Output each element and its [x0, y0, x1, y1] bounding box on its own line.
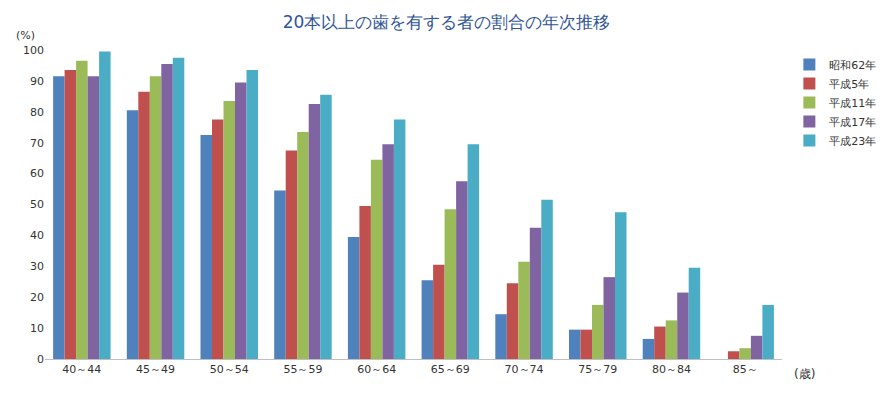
- svg-text:45～49: 45～49: [136, 363, 175, 376]
- svg-text:0: 0: [37, 353, 44, 366]
- svg-text:40: 40: [30, 229, 44, 242]
- svg-text:平成23年: 平成23年: [829, 135, 876, 148]
- svg-text:100: 100: [23, 44, 44, 57]
- svg-text:85～: 85～: [733, 363, 758, 376]
- svg-text:20: 20: [30, 291, 44, 304]
- svg-text:平成5年: 平成5年: [829, 78, 869, 91]
- svg-text:70～74: 70～74: [505, 363, 544, 376]
- svg-text:50: 50: [30, 198, 44, 211]
- svg-text:55～59: 55～59: [283, 363, 322, 376]
- svg-text:60～64: 60～64: [357, 363, 396, 376]
- svg-text:昭和62年: 昭和62年: [829, 59, 876, 72]
- svg-text:平成17年: 平成17年: [829, 116, 876, 129]
- svg-text:90: 90: [30, 75, 44, 88]
- svg-text:50～54: 50～54: [210, 363, 249, 376]
- svg-text:70: 70: [30, 137, 44, 150]
- svg-text:(歳): (歳): [794, 367, 815, 381]
- svg-text:80～84: 80～84: [652, 363, 691, 376]
- svg-text:80: 80: [30, 106, 44, 119]
- svg-text:(%): (%): [16, 29, 35, 42]
- svg-text:30: 30: [30, 260, 44, 273]
- svg-text:平成11年: 平成11年: [829, 97, 876, 110]
- svg-text:20本以上の歯を有する者の割合の年次推移: 20本以上の歯を有する者の割合の年次推移: [283, 12, 611, 32]
- svg-text:40～44: 40～44: [62, 363, 101, 376]
- svg-text:75～79: 75～79: [578, 363, 617, 376]
- svg-text:60: 60: [30, 167, 44, 180]
- svg-text:10: 10: [30, 322, 44, 335]
- svg-text:65～69: 65～69: [431, 363, 470, 376]
